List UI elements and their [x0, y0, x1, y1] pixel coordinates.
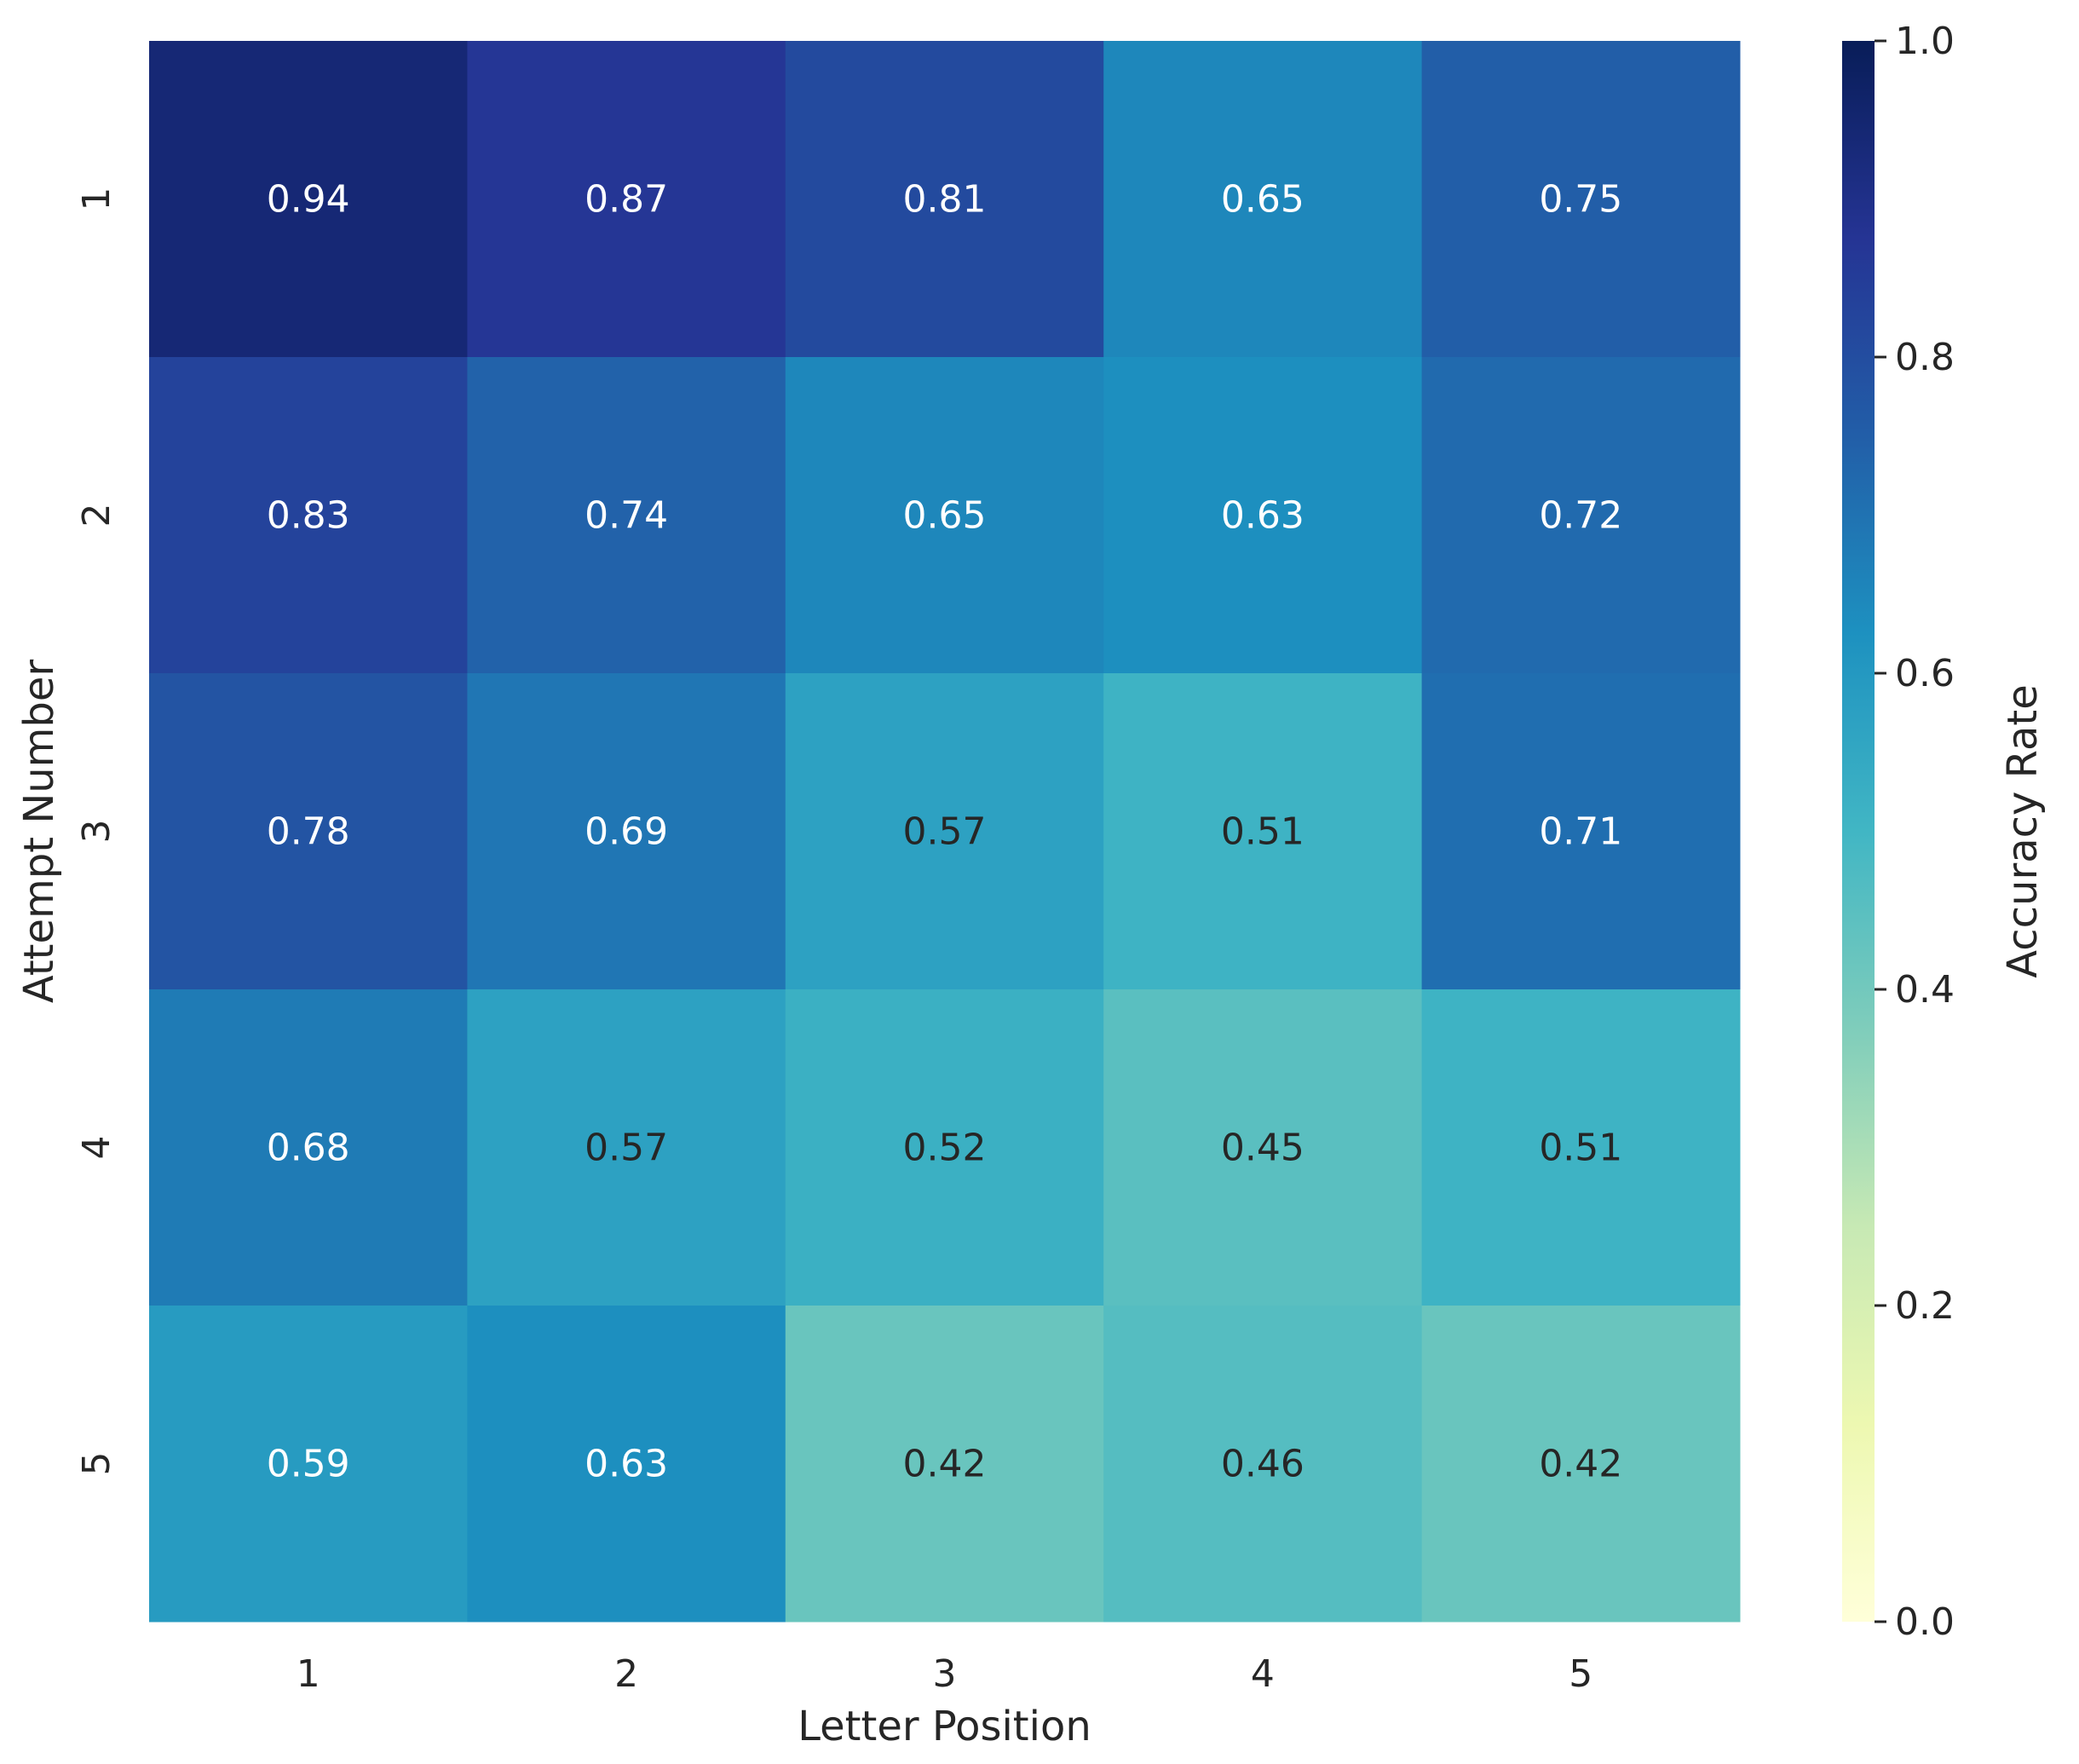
colorbar-tick-label: 1.0: [1895, 20, 1955, 63]
y-tick-label: 2: [75, 504, 118, 527]
heatmap-cell-label: 0.59: [267, 1443, 350, 1486]
heatmap-cells: [149, 41, 1741, 1623]
heatmap-cell: [149, 673, 468, 990]
heatmap-cell: [149, 1306, 468, 1623]
heatmap-cell-label: 0.42: [1539, 1443, 1622, 1486]
colorbar-gradient: [1842, 41, 1875, 1622]
heatmap-cell: [1421, 1306, 1741, 1623]
heatmap-cell-label: 0.63: [585, 1443, 668, 1486]
heatmap-cell-label: 0.42: [903, 1443, 987, 1486]
heatmap-cell-label: 0.78: [267, 810, 350, 854]
heatmap-cell-label: 0.72: [1539, 494, 1622, 538]
heatmap-cell: [149, 989, 468, 1306]
x-axis: 1 2 3 4 5: [297, 1652, 1593, 1696]
heatmap-cell-label: 0.87: [585, 178, 668, 222]
heatmap-cell-label: 0.69: [585, 810, 668, 854]
heatmap-cell: [1421, 357, 1741, 674]
colorbar-ticks: 0.0 0.2 0.4 0.6 0.8 1.0: [1875, 20, 1955, 1644]
heatmap-cell-label: 0.45: [1221, 1127, 1304, 1170]
heatmap-cell: [785, 989, 1104, 1306]
heatmap-cell: [1103, 1306, 1423, 1623]
heatmap-cell-label: 0.57: [903, 810, 987, 854]
colorbar-tick-label: 0.0: [1895, 1600, 1955, 1644]
heatmap-cell-label: 0.81: [903, 178, 987, 222]
heatmap-cell-label: 0.83: [267, 494, 350, 538]
colorbar: 0.0 0.2 0.4 0.6 0.8 1.0 Accuracy Rate: [1842, 20, 2047, 1644]
colorbar-tick-label: 0.2: [1895, 1284, 1955, 1328]
y-tick-label: 4: [75, 1136, 118, 1160]
heatmap-cell-label: 0.57: [585, 1127, 668, 1170]
x-axis-label: Letter Position: [798, 1703, 1091, 1750]
y-tick-label: 5: [75, 1452, 118, 1476]
heatmap-cell: [785, 357, 1104, 674]
heatmap-cell-label: 0.52: [903, 1127, 987, 1170]
heatmap-cell-label: 0.65: [903, 494, 987, 538]
x-tick-label: 5: [1569, 1652, 1592, 1696]
heatmap-cell: [785, 673, 1104, 990]
heatmap-cell-label: 0.68: [267, 1127, 350, 1170]
colorbar-tick-label: 0.6: [1895, 652, 1955, 695]
heatmap-cell: [467, 1306, 786, 1623]
x-tick-label: 2: [614, 1652, 638, 1696]
heatmap-cell: [467, 41, 786, 358]
heatmap-cell-label: 0.51: [1221, 810, 1304, 854]
y-axis: 1 2 3 4 5: [75, 187, 118, 1476]
heatmap-cell: [1421, 989, 1741, 1306]
heatmap-cell: [149, 357, 468, 674]
x-tick-label: 4: [1251, 1652, 1275, 1696]
heatmap-cell: [1103, 989, 1423, 1306]
heatmap-cell: [467, 989, 786, 1306]
heatmap-cell: [1103, 357, 1423, 674]
colorbar-tick-label: 0.4: [1895, 968, 1955, 1012]
heatmap-cell-labels: 0.94 0.87 0.81 0.65 0.75 0.83 0.74 0.65 0.63 0.72…: [267, 178, 1623, 1486]
heatmap-cell-label: 0.63: [1221, 494, 1304, 538]
colorbar-tick-label: 0.8: [1895, 336, 1955, 379]
y-tick-label: 1: [75, 187, 118, 211]
heatmap-cell-label: 0.65: [1221, 178, 1304, 222]
heatmap-cell: [1103, 41, 1423, 358]
heatmap-cell-label: 0.71: [1539, 810, 1622, 854]
heatmap-cell-label: 0.74: [585, 494, 668, 538]
heatmap-cell: [1421, 673, 1741, 990]
y-tick-label: 3: [75, 820, 118, 844]
heatmap-cell-label: 0.94: [267, 178, 350, 222]
heatmap-cell: [467, 357, 786, 674]
heatmap-cell: [1421, 41, 1741, 358]
heatmap-cell-label: 0.75: [1539, 178, 1622, 222]
x-tick-label: 3: [933, 1652, 957, 1696]
x-tick-label: 1: [297, 1652, 320, 1696]
heatmap-cell: [467, 673, 786, 990]
heatmap-cell: [785, 1306, 1104, 1623]
heatmap-cell-label: 0.51: [1539, 1127, 1622, 1170]
heatmap-cell: [785, 41, 1104, 358]
y-axis-label: Attempt Number: [15, 660, 63, 1004]
heatmap-cell: [1103, 673, 1423, 990]
heatmap-cell: [149, 41, 468, 358]
heatmap-cell-label: 0.46: [1221, 1443, 1304, 1486]
colorbar-label: Accuracy Rate: [1999, 684, 2047, 977]
